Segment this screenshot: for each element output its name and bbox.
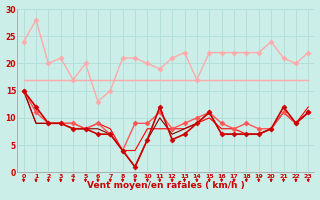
X-axis label: Vent moyen/en rafales ( km/h ): Vent moyen/en rafales ( km/h ) (87, 181, 245, 190)
